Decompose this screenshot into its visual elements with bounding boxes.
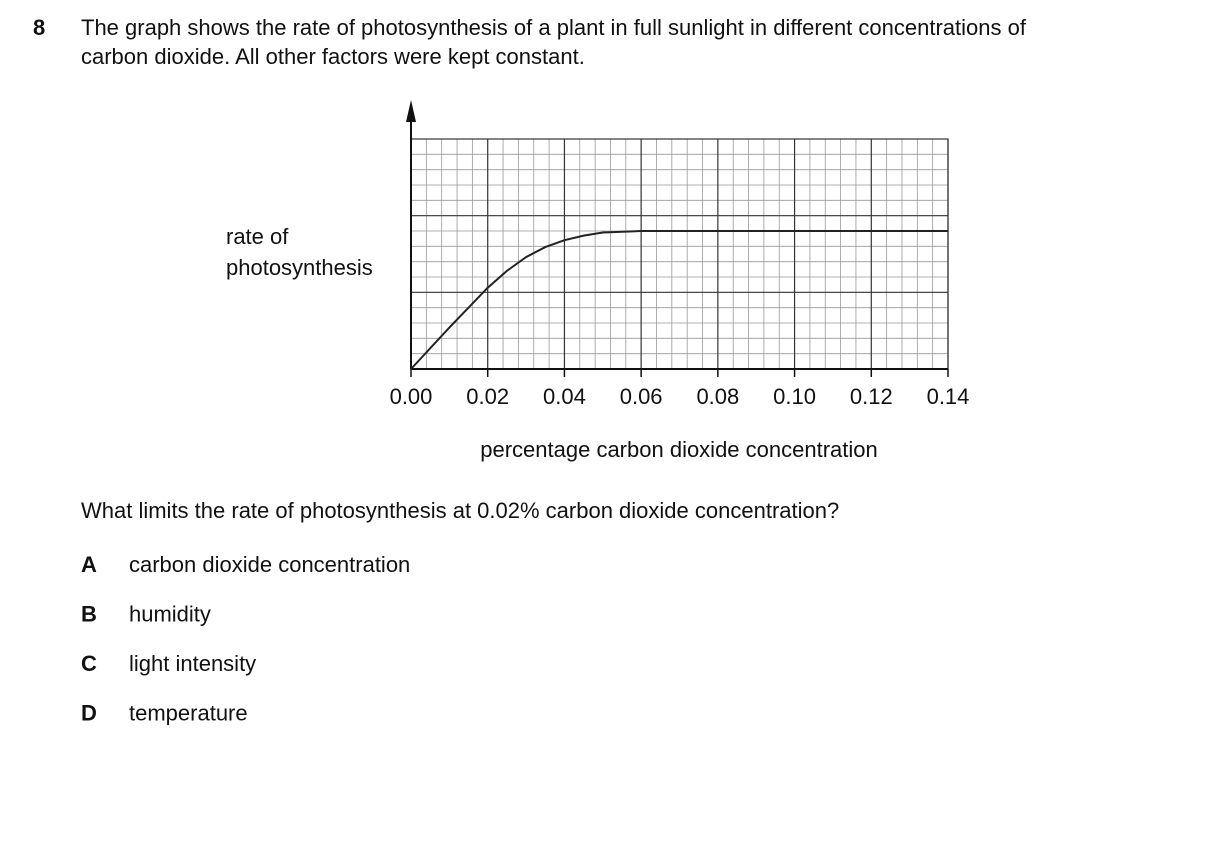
prompt: What limits the rate of photosynthesis a… <box>81 498 839 523</box>
plot-border <box>410 138 949 370</box>
option-text: temperature <box>129 700 248 725</box>
x-tick-label: 0.12 <box>850 384 893 409</box>
option-letter: C <box>81 651 97 676</box>
x-axis-label: percentage carbon dioxide concentration <box>480 437 878 462</box>
x-tick-label: 0.02 <box>466 384 509 409</box>
option-letter: D <box>81 700 97 725</box>
x-tick-label: 0.06 <box>620 384 663 409</box>
option-text: light intensity <box>129 651 256 676</box>
y-axis-arrow <box>406 100 416 122</box>
option-letter: B <box>81 601 97 626</box>
stem-line: carbon dioxide. All other factors were k… <box>81 44 585 69</box>
y-axis-label: rate of <box>226 224 289 249</box>
x-tick-label: 0.04 <box>543 384 586 409</box>
y-axis-label: photosynthesis <box>226 255 373 280</box>
option-text: humidity <box>129 601 211 626</box>
x-tick-label: 0.10 <box>773 384 816 409</box>
data-line <box>410 230 948 370</box>
stem-line: The graph shows the rate of photosynthes… <box>81 15 1027 40</box>
x-tick-label: 0.08 <box>696 384 739 409</box>
option-text: carbon dioxide concentration <box>129 552 410 577</box>
x-tick-label: 0.14 <box>927 384 970 409</box>
plot: 0.00 0.02 0.04 0.06 0.08 0.10 0.12 0.14 <box>390 100 970 409</box>
option-letter: A <box>81 552 97 577</box>
x-tick-label: 0.00 <box>390 384 433 409</box>
question-number: 8 <box>33 15 45 40</box>
